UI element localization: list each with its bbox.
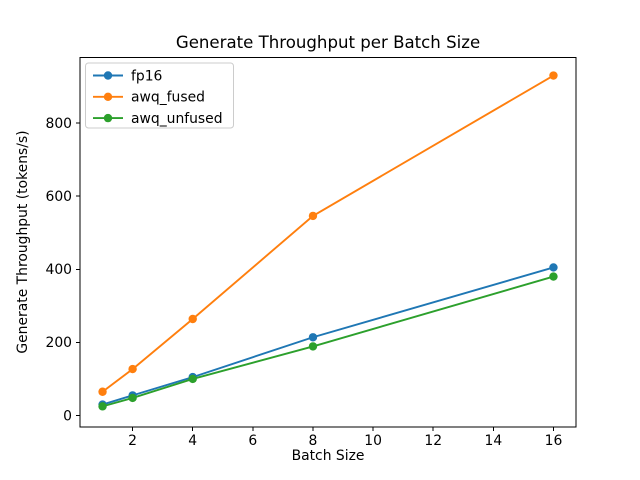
legend-marker-icon xyxy=(103,113,113,123)
chart-title: Generate Throughput per Batch Size xyxy=(175,33,481,52)
data-point-marker-awq_fused xyxy=(549,71,558,80)
x-tick-label: 2 xyxy=(128,433,137,449)
x-tick-label: 12 xyxy=(424,433,442,449)
legend-marker-icon xyxy=(103,92,113,102)
legend-label: fp16 xyxy=(131,68,162,84)
x-tick-label: 8 xyxy=(309,433,318,449)
data-point-marker-awq_unfused xyxy=(308,342,318,351)
legend: fp16 awq_fused awq_unfused xyxy=(85,62,234,129)
data-point-marker-awq_fused xyxy=(308,211,318,221)
data-point-marker-fp16 xyxy=(549,263,558,272)
legend-item-fp16: fp16 xyxy=(93,68,162,84)
legend-box xyxy=(85,62,234,129)
data-point-marker-awq_fused xyxy=(98,387,107,396)
x-tick-label: 16 xyxy=(545,433,563,449)
legend-label: awq_unfused xyxy=(131,111,223,127)
data-point-marker-awq_unfused xyxy=(98,402,107,411)
legend-item-awq_unfused: awq_unfused xyxy=(93,111,223,127)
data-point-marker-awq_unfused xyxy=(549,272,558,281)
y-tick-label: 800 xyxy=(45,116,72,132)
y-tick-label: 400 xyxy=(45,262,72,278)
x-tick-label: 4 xyxy=(188,433,197,449)
legend-marker-icon xyxy=(103,71,113,80)
data-point-marker-awq_unfused xyxy=(128,393,137,403)
data-point-marker-awq_unfused xyxy=(188,374,197,384)
x-axis-label: Batch Size xyxy=(291,448,365,464)
data-point-marker-awq_fused xyxy=(188,314,197,324)
x-tick-label: 14 xyxy=(484,433,502,449)
data-point-marker-fp16 xyxy=(308,333,318,342)
y-axis-label: Generate Throughput (tokens/s) xyxy=(15,130,31,354)
legend-item-awq_fused: awq_fused xyxy=(93,90,205,106)
y-tick-label: 200 xyxy=(45,335,72,351)
plot-area-frame xyxy=(79,57,577,428)
y-tick-label: 0 xyxy=(63,408,72,424)
y-tick-label: 600 xyxy=(45,189,72,205)
x-tick-label: 10 xyxy=(364,433,382,449)
legend-label: awq_fused xyxy=(131,90,205,106)
x-tick-label: 6 xyxy=(248,433,257,449)
data-point-marker-awq_fused xyxy=(128,364,137,374)
